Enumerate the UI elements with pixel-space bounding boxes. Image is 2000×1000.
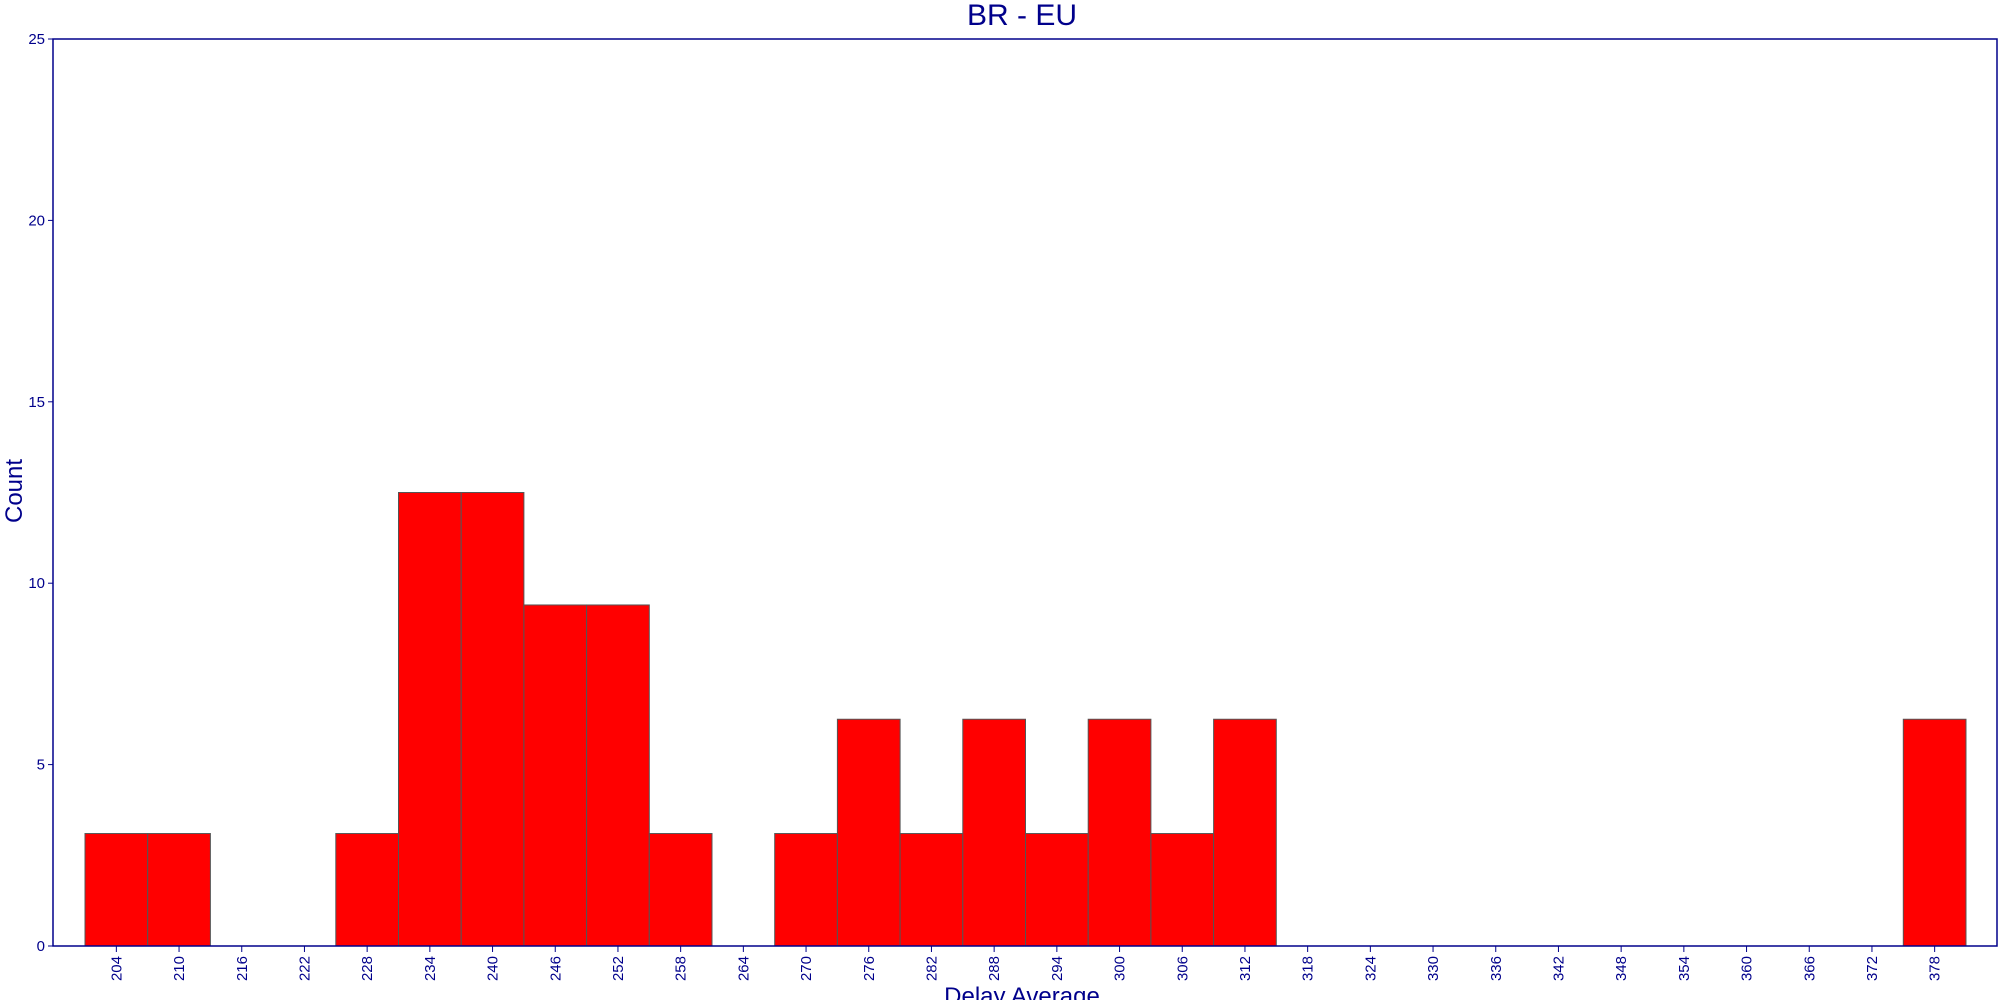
bar-258 — [648, 833, 713, 947]
x-tick-label: 306 — [1174, 956, 1191, 981]
x-tick-label: 372 — [1864, 956, 1881, 981]
bar-288 — [962, 718, 1026, 947]
plot-frame — [52, 38, 1998, 947]
y-tick-label: 5 — [37, 757, 45, 774]
bar-246 — [523, 604, 588, 947]
x-tick-label: 216 — [234, 956, 251, 981]
y-tick-label: 15 — [28, 394, 45, 411]
x-tick-label: 300 — [1112, 956, 1129, 981]
y-axis-label: Count — [1, 459, 28, 523]
bar-282 — [899, 833, 964, 947]
x-tick-label: 378 — [1927, 956, 1944, 981]
x-tick-label: 228 — [359, 956, 376, 981]
bar-378 — [1902, 718, 1967, 947]
bar-312 — [1213, 718, 1277, 947]
bar-234 — [398, 492, 462, 947]
bar-240 — [460, 492, 525, 947]
y-tick-label: 20 — [28, 212, 45, 229]
x-tick-label: 318 — [1300, 956, 1317, 981]
x-tick-label: 246 — [547, 956, 564, 981]
x-tick-label: 336 — [1488, 956, 1505, 981]
x-axis-ticks: 204 210 216 222 228 234 240 246 252 258 264 270 276 2… — [108, 946, 1944, 981]
x-tick-label: 342 — [1550, 956, 1567, 981]
x-tick-label: 288 — [986, 956, 1003, 981]
x-tick-label: 204 — [108, 956, 125, 981]
x-tick-label: 240 — [485, 956, 502, 981]
bar-270 — [774, 833, 838, 947]
x-tick-label: 282 — [923, 956, 940, 981]
bars-layer — [84, 492, 1967, 947]
x-tick-label: 252 — [610, 956, 627, 981]
y-tick-label: 0 — [37, 938, 45, 955]
x-tick-label: 258 — [673, 956, 690, 981]
x-tick-label: 354 — [1676, 956, 1693, 981]
bar-294 — [1025, 833, 1089, 947]
bar-228 — [335, 833, 399, 947]
bar-300 — [1087, 718, 1152, 947]
y-tick-label: 25 — [28, 31, 45, 48]
bar-252 — [586, 604, 650, 947]
x-tick-label: 222 — [296, 956, 313, 981]
y-axis-ticks: 0 5 10 15 20 25 — [28, 31, 53, 955]
x-axis-label: Delay Average — [944, 983, 1100, 1000]
x-tick-label: 330 — [1425, 956, 1442, 981]
chart-title: BR - EU — [967, 0, 1077, 32]
x-tick-label: 312 — [1237, 956, 1254, 981]
bar-210 — [147, 833, 211, 947]
x-tick-label: 234 — [422, 956, 439, 981]
bar-204 — [84, 833, 149, 947]
x-tick-label: 366 — [1801, 956, 1818, 981]
x-tick-label: 348 — [1613, 956, 1630, 981]
x-tick-label: 210 — [171, 956, 188, 981]
x-tick-label: 294 — [1049, 956, 1066, 981]
x-tick-label: 360 — [1739, 956, 1756, 981]
x-tick-label: 324 — [1362, 956, 1379, 981]
bar-306 — [1150, 833, 1215, 947]
bar-276 — [836, 718, 901, 947]
x-tick-label: 270 — [798, 956, 815, 981]
y-tick-label: 10 — [28, 575, 45, 592]
x-tick-label: 264 — [735, 956, 752, 981]
x-tick-label: 276 — [861, 956, 878, 981]
